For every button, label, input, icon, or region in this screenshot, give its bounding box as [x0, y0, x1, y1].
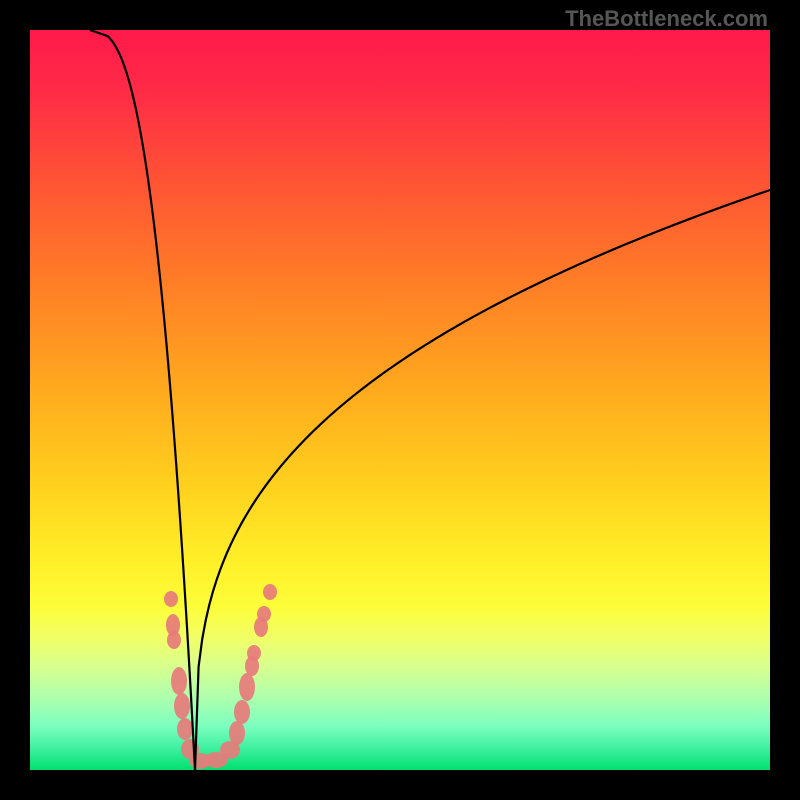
data-bead — [174, 693, 190, 719]
data-bead — [171, 667, 187, 695]
watermark-text: TheBottleneck.com — [565, 6, 768, 32]
chart-container: TheBottleneck.com — [0, 0, 800, 800]
curve-left — [90, 30, 195, 770]
data-bead — [177, 718, 193, 740]
plot-area — [30, 30, 770, 770]
data-bead — [164, 591, 178, 607]
data-bead — [257, 606, 271, 622]
data-bead — [229, 721, 245, 745]
data-beads — [164, 584, 277, 769]
bottleneck-curve — [30, 30, 770, 770]
data-bead — [263, 584, 277, 600]
data-bead — [239, 673, 255, 701]
data-bead — [247, 645, 261, 661]
curve-right — [195, 190, 770, 770]
data-bead — [167, 631, 181, 649]
data-bead — [234, 700, 250, 724]
